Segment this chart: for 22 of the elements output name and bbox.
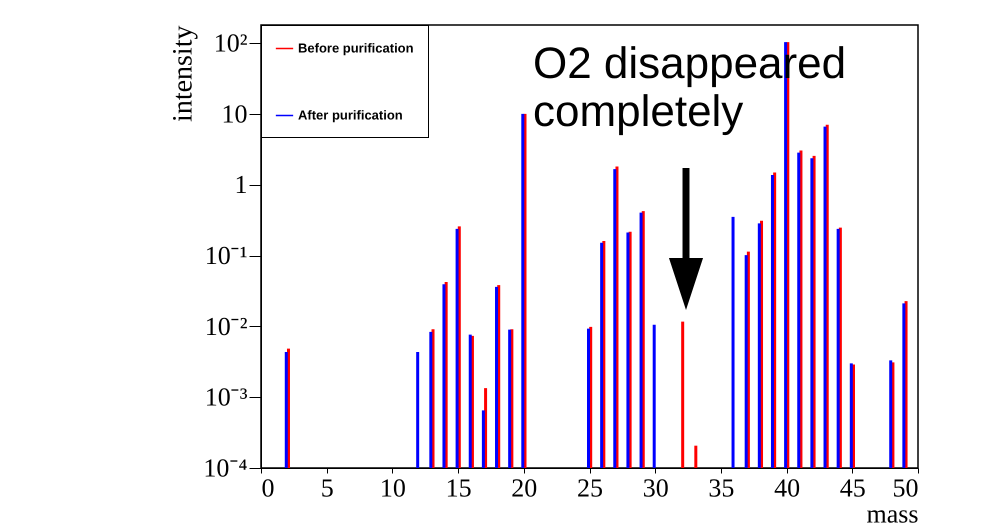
x-tick-label: 45 [840, 474, 866, 502]
y-tick-label: 10 [222, 99, 248, 128]
x-tick-label: 15 [446, 474, 472, 502]
x-tick-label: 5 [320, 474, 334, 502]
x-tick-label: 10 [380, 474, 406, 502]
x-tick-label: 30 [642, 474, 669, 502]
x-tick-label: 40 [774, 474, 800, 502]
y-tick-label: 10⁻¹ [204, 241, 248, 270]
y-tick-label: 1 [234, 170, 248, 200]
y-tick-label: 10² [214, 28, 248, 58]
x-tick-label: 0 [262, 474, 274, 502]
x-axis-title: mass [866, 500, 918, 528]
legend-label: Before purification [298, 40, 414, 56]
y-tick-label: 10⁻² [204, 312, 248, 341]
y-axis-title: intensity [167, 26, 198, 122]
legend-label: After purification [298, 108, 403, 122]
x-tick-label: 35 [708, 474, 734, 502]
x-tick-label: 20 [511, 474, 538, 502]
x-tick-label: 50 [892, 474, 918, 502]
y-tick-label: 10⁻⁴ [203, 454, 248, 482]
x-tick-label: 25 [577, 474, 603, 502]
y-tick-label: 10⁻³ [204, 382, 248, 412]
